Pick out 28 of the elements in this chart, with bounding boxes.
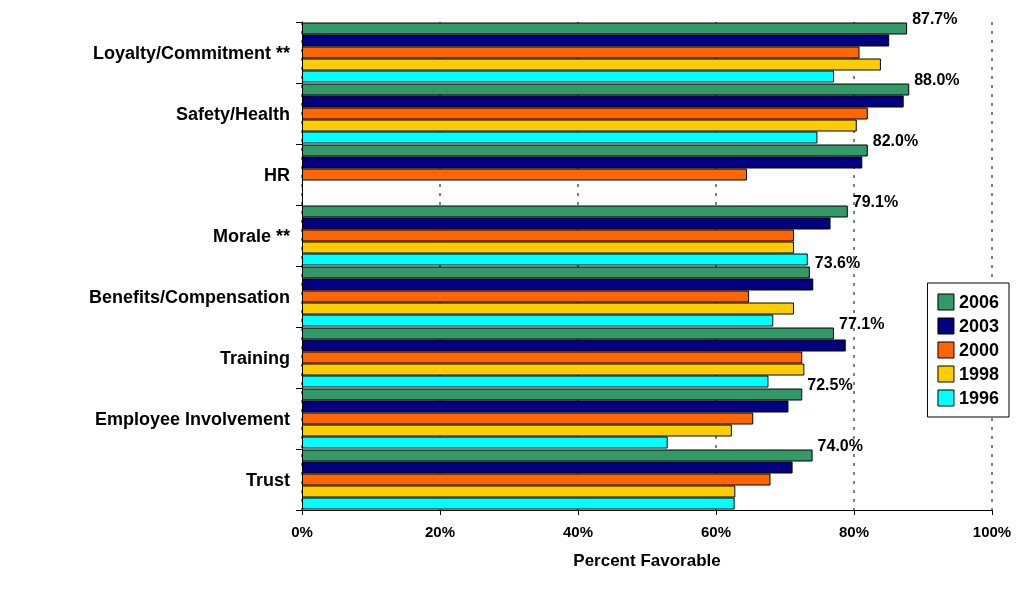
data-label: 74.0%: [817, 437, 863, 454]
legend-label: 2003: [958, 316, 999, 336]
x-tick-label: 60%: [700, 523, 732, 540]
x-axis-title: Percent Favorable: [573, 551, 721, 570]
data-label: 77.1%: [838, 315, 885, 332]
y-tick-label: Loyalty/Commitment **: [92, 42, 290, 63]
legend-label: 2000: [958, 340, 999, 360]
legend-label: 1998: [958, 364, 999, 384]
data-label: 87.7%: [912, 10, 958, 27]
data-label: 82.0%: [872, 132, 919, 149]
y-tick-label: Employee Involvement: [94, 408, 290, 429]
x-tick-label: 20%: [424, 523, 456, 540]
x-tick-label: 40%: [562, 523, 594, 540]
data-label: 88.0%: [914, 71, 960, 88]
x-tick-label: 100%: [972, 523, 1012, 540]
y-tick-label: Morale **: [212, 225, 290, 246]
legend-label: 1996: [958, 388, 999, 408]
x-tick-label: 0%: [291, 523, 313, 540]
legend-label: 2006: [958, 292, 999, 312]
y-tick-label: Training: [219, 347, 290, 368]
y-tick-label: HR: [264, 164, 290, 185]
data-label: 72.5%: [807, 376, 853, 393]
data-label: 73.6%: [814, 254, 861, 271]
y-tick-label: Trust: [245, 469, 290, 490]
x-tick-label: 80%: [838, 523, 870, 540]
data-label: 79.1%: [852, 193, 899, 210]
y-tick-label: Benefits/Compensation: [88, 286, 290, 307]
y-tick-label: Safety/Health: [175, 103, 290, 124]
